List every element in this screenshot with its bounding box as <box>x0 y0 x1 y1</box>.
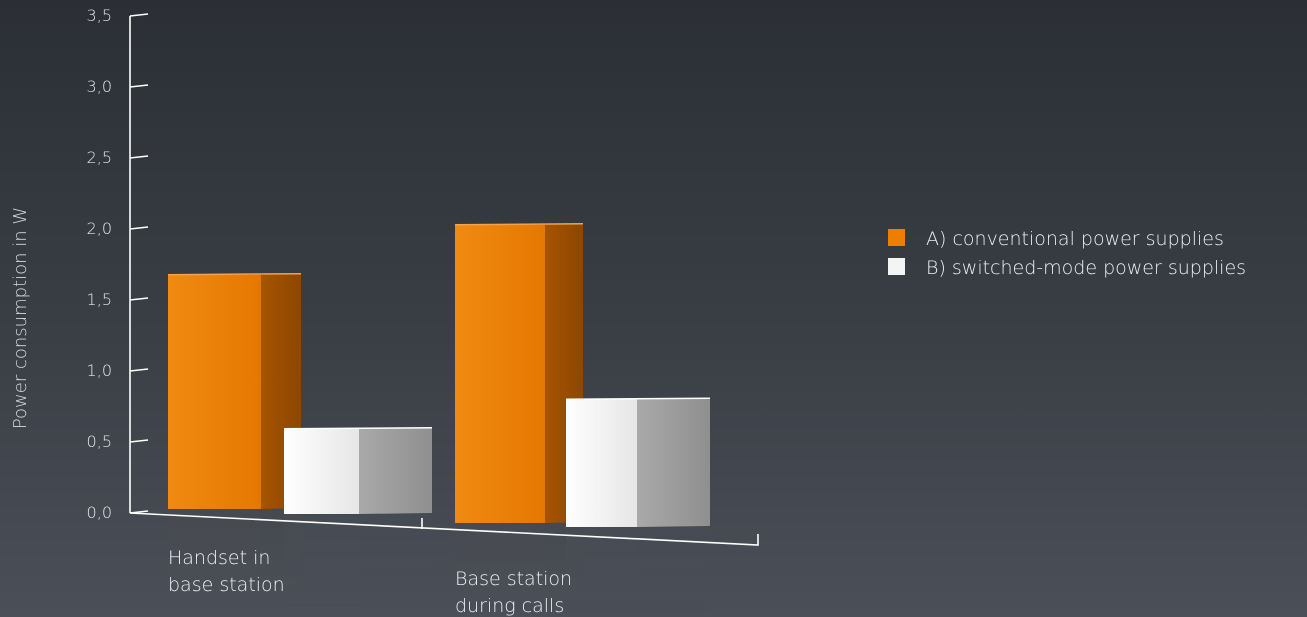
bar-top-edge <box>454 223 584 226</box>
x-category-label-line: base station <box>168 574 285 596</box>
x-category-label-line: Handset in <box>168 547 270 569</box>
x-category-label-line: Base station <box>455 568 572 590</box>
reflection-front <box>455 525 545 615</box>
legend-swatch-switched-mode <box>888 258 905 275</box>
y-tick-label: 0,0 <box>87 503 112 522</box>
bar-top-edge <box>167 272 302 276</box>
bar-front-face <box>566 399 637 527</box>
y-tick-mark <box>129 368 149 372</box>
reflection-side <box>359 515 432 605</box>
reflection-front <box>284 516 359 606</box>
bar-front-face <box>455 224 545 524</box>
y-tick-label: 2,5 <box>87 148 112 167</box>
bar-top-edge <box>565 397 711 400</box>
y-axis-label: Power consumption in W <box>10 207 31 429</box>
y-tick-mark <box>129 84 149 88</box>
x-category-label: Base station during calls <box>455 568 572 617</box>
y-tick-label: 3,5 <box>87 6 112 25</box>
legend-label-conventional: A) conventional power supplies <box>926 228 1224 250</box>
bar-side-face <box>359 427 432 514</box>
y-tick-mark <box>129 155 149 159</box>
x-category-label-line: during calls <box>455 595 564 617</box>
y-tick-mark <box>129 13 149 17</box>
bar-front-face <box>284 428 359 514</box>
y-tick-label: 1,5 <box>87 290 112 309</box>
bar-switched-mode <box>283 427 433 514</box>
reflection-front <box>566 529 637 617</box>
bar-reflection <box>284 515 432 606</box>
y-axis: 0,0 0,5 1,0 1,5 2,0 2,5 3,0 3,5 <box>87 6 149 522</box>
bar-reflection <box>455 524 583 615</box>
y-tick-mark <box>129 226 149 230</box>
bar-conventional <box>167 272 302 509</box>
bar-reflection <box>566 528 710 617</box>
x-axis: Handset in base station Base station during… <box>129 512 759 617</box>
bar-front-face <box>168 274 261 509</box>
y-tick-label: 3,0 <box>87 77 112 96</box>
reflection-front <box>168 511 261 601</box>
bar-top-edge <box>283 427 433 430</box>
bar-switched-mode <box>565 397 711 527</box>
legend: A) conventional power supplies B) switch… <box>888 228 1246 279</box>
legend-swatch-conventional <box>888 229 905 246</box>
y-tick-label: 1,0 <box>87 361 112 380</box>
bar-conventional <box>454 223 584 524</box>
bars <box>167 223 711 527</box>
bar-reflection <box>168 510 301 601</box>
y-tick-label: 0,5 <box>87 432 112 451</box>
legend-label-switched-mode: B) switched-mode power supplies <box>926 257 1246 279</box>
x-category-label: Handset in base station <box>168 547 285 596</box>
y-tick-label: 2,0 <box>87 219 112 238</box>
bar-side-face <box>637 398 710 527</box>
y-tick-mark <box>129 297 149 301</box>
y-tick-mark <box>129 439 149 443</box>
x-axis-line <box>129 512 759 546</box>
reflection-side <box>637 528 710 617</box>
bar-reflections <box>168 510 710 617</box>
